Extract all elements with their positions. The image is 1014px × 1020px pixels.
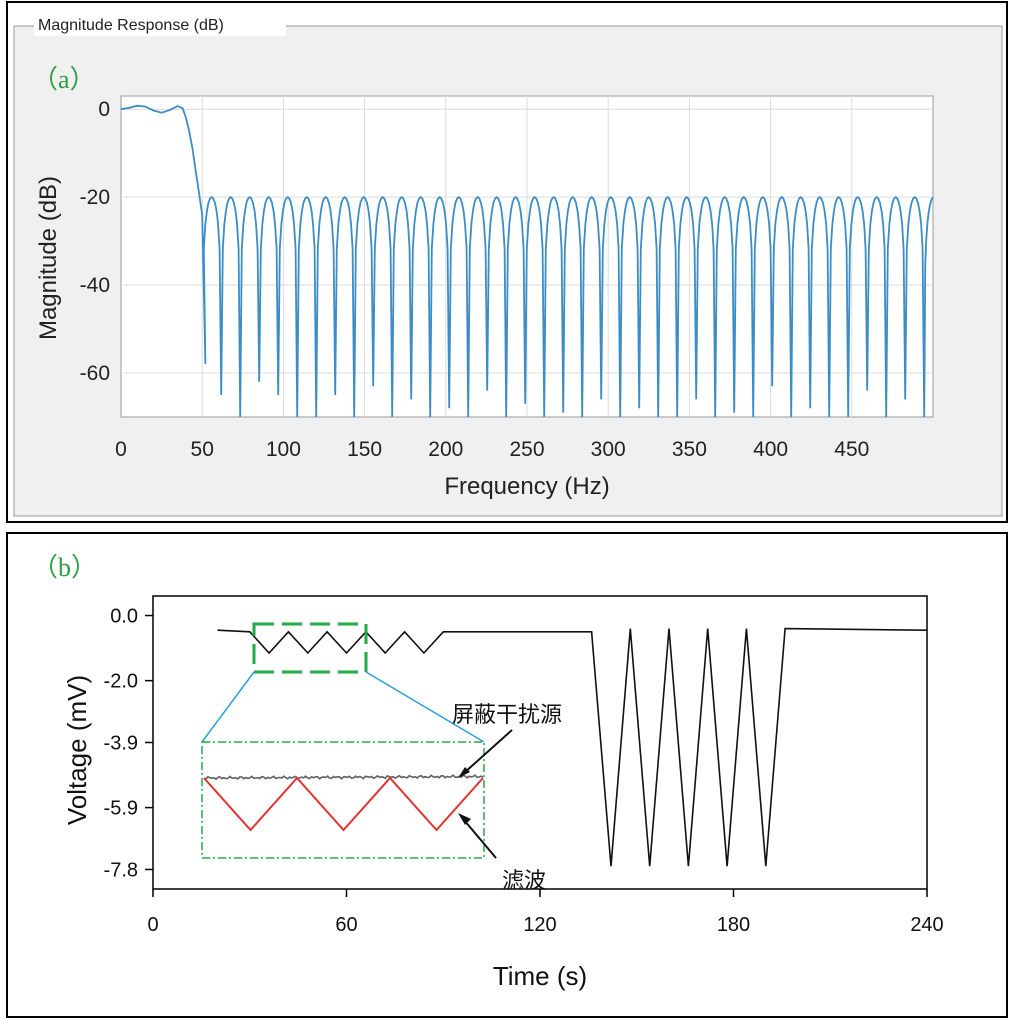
y-tick-label: -40	[80, 274, 110, 297]
x-tick-label: 250	[509, 438, 544, 461]
x-tick-label: 200	[428, 438, 463, 461]
panel-a-tag: （a）	[32, 65, 96, 94]
x-tick-label: 300	[591, 438, 626, 461]
y-tick-label: -2.0	[104, 671, 138, 693]
x-tick-label: 0	[115, 438, 127, 461]
group-label-bg	[34, 14, 286, 36]
x-tick-label: 450	[834, 438, 869, 461]
panel-b: （b） 0 60 120 180 240 0.0 -2.0 -3.9 -5.9 -7.8 Tim…	[6, 532, 1008, 1018]
arrow-top-shaft	[463, 729, 513, 774]
panel-a: Magnitude Response (dB) （a） 0 50 100 150 200…	[6, 1, 1008, 523]
x-tick-label: 180	[717, 914, 750, 936]
plot-a-y-ticks: 0 -20 -40 -60	[80, 98, 110, 385]
plot-b-ylabel: Voltage (mV)	[62, 675, 92, 825]
zoom-connector-right	[365, 671, 485, 743]
panel-b-border	[6, 532, 1008, 1018]
voltage-series-line	[217, 627, 928, 867]
x-tick-label: 240	[910, 914, 943, 936]
inset-box	[201, 741, 485, 859]
y-tick-label: -7.8	[104, 859, 138, 881]
panel-b-tag: （b）	[32, 553, 97, 582]
arrow-bottom-shaft	[463, 819, 497, 859]
arrow-top-head	[458, 767, 470, 778]
y-tick-label: -20	[80, 186, 110, 209]
y-tick-label: -3.9	[104, 733, 138, 755]
inset-filtered-trace	[203, 776, 484, 832]
x-tick-label: 0	[147, 914, 158, 936]
inset-label-top: 屏蔽干扰源	[452, 703, 562, 728]
zoom-connector-left	[201, 671, 255, 743]
panel-a-border	[6, 1, 1008, 523]
plot-a-x-ticks: 0 50 100 150 200 250 300 350 400 450	[115, 438, 869, 461]
arrow-bottom-head	[458, 813, 471, 825]
x-tick-label: 50	[191, 438, 214, 461]
group-label: Magnitude Response (dB)	[38, 17, 224, 34]
x-tick-label: 100	[266, 438, 301, 461]
x-tick-label: 120	[523, 914, 556, 936]
plot-b-x-ticks: 0 60 120 180 240	[147, 889, 944, 936]
y-tick-label: -60	[80, 362, 110, 385]
x-tick-label: 400	[753, 438, 788, 461]
y-tick-label: 0	[98, 98, 110, 121]
plot-a-ylabel: Magnitude (dB)	[35, 176, 62, 340]
zoom-region-box	[252, 622, 368, 674]
plot-b-y-ticks: 0.0 -2.0 -3.9 -5.9 -7.8	[104, 606, 153, 881]
plot-b-xlabel: Time (s)	[493, 961, 587, 991]
plot-a-xlabel: Frequency (Hz)	[444, 473, 609, 500]
x-tick-label: 60	[335, 914, 357, 936]
y-tick-label: 0.0	[110, 606, 138, 628]
y-tick-label: -5.9	[104, 798, 138, 820]
x-tick-label: 350	[672, 438, 707, 461]
magnitude-series-line	[120, 104, 934, 418]
inset-shielded-trace	[203, 774, 484, 781]
inset-label-bottom: 滤波	[502, 869, 546, 894]
x-tick-label: 150	[347, 438, 382, 461]
